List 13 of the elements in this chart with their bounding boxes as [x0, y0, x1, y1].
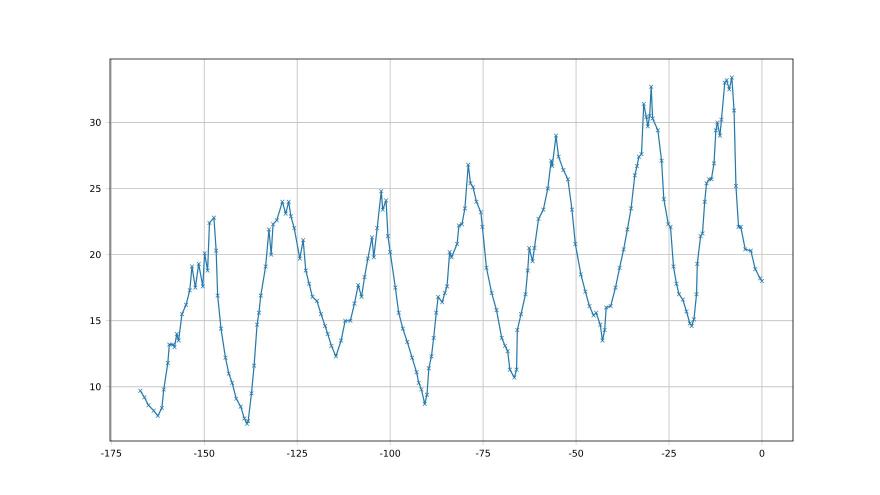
x-tick-label: -150 — [194, 450, 214, 457]
x-tick-label: -50 — [568, 450, 584, 457]
x-tick-label: -100 — [380, 450, 400, 457]
y-tick-label: 10 — [90, 383, 101, 390]
y-tick-label: 20 — [90, 251, 101, 258]
x-tick-label: -175 — [101, 450, 122, 457]
y-tick-label: 25 — [90, 185, 100, 192]
y-tick-label: 30 — [90, 118, 101, 126]
x-tick-label: -125 — [287, 450, 307, 457]
x-tick-label: -75 — [476, 450, 490, 457]
x-tick-label: -25 — [662, 450, 676, 457]
x-tick-label: 0 — [760, 450, 764, 457]
y-tick-label: 15 — [90, 317, 100, 324]
